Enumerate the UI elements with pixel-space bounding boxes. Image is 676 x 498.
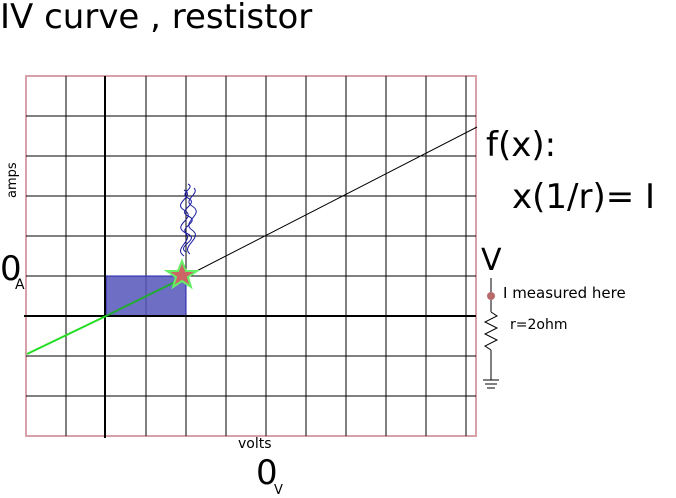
circuit-schematic <box>483 278 499 389</box>
plot-border <box>25 75 477 437</box>
operating-point-star-icon <box>163 258 201 290</box>
measure-point-dot <box>487 292 495 300</box>
x-origin-unit: V <box>274 483 283 498</box>
resistor-label: r=2ohm <box>510 317 568 333</box>
voltage-source-label: V <box>481 243 502 278</box>
page-title: IV curve , restistor <box>0 0 313 37</box>
iv-line-green-overlap <box>105 277 184 317</box>
y-axis-label: amps <box>5 162 20 198</box>
formula-line-2: x(1/r)= I <box>512 177 656 217</box>
iv-line-negative-segment <box>26 315 107 355</box>
x-origin-value: 0 <box>256 453 278 493</box>
y-origin-value: 0 <box>0 249 22 289</box>
resistor-icon <box>483 311 499 351</box>
measurement-label: I measured here <box>503 284 626 302</box>
x-axis-label: volts <box>238 436 272 452</box>
squiggle-heat-icon <box>180 183 197 257</box>
y-origin-unit: A <box>15 277 25 293</box>
formula-line-1: f(x): <box>486 125 557 165</box>
iv-line <box>182 126 478 279</box>
grid <box>26 76 476 436</box>
